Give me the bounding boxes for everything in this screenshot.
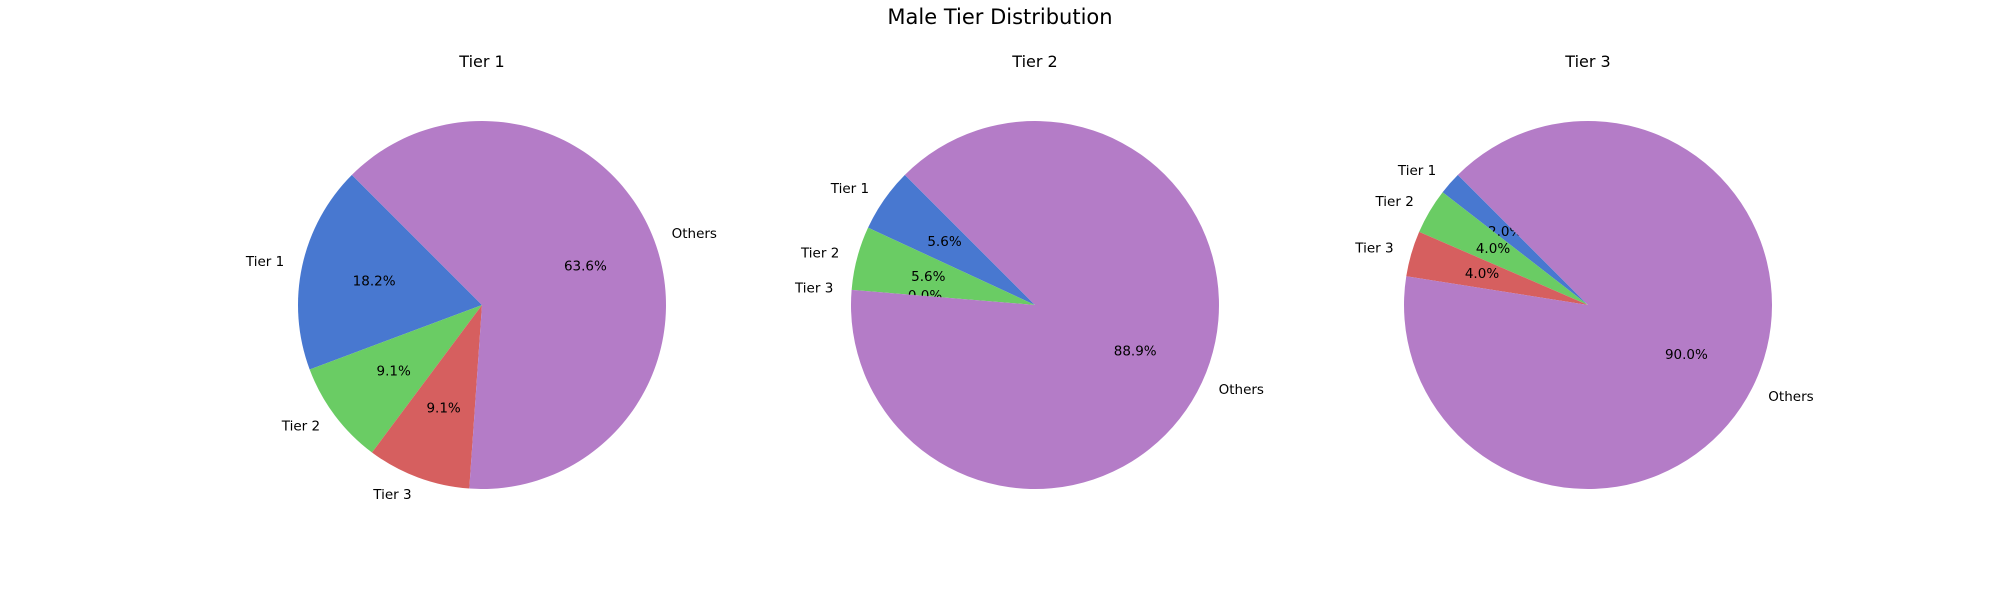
slice-category-label: Others	[1768, 389, 1813, 405]
slice-percent-label: 9.1%	[426, 401, 460, 417]
pie-slice-tier-2	[851, 227, 1035, 305]
slice-percent-label: 9.1%	[377, 363, 411, 379]
slice-percent-label: 18.2%	[353, 274, 396, 290]
slice-category-label: Tier 2	[281, 419, 320, 435]
pie-slice-others	[1404, 120, 1773, 489]
pie-slice-tier-1	[868, 174, 1035, 305]
pie-slice-tier-3	[371, 305, 482, 489]
slice-category-label: Tier 1	[830, 181, 869, 197]
slice-percent-label: 63.6%	[564, 258, 607, 274]
pie-title: Tier 2	[1011, 52, 1057, 71]
pie-slice-tier-2	[309, 305, 482, 453]
slice-percent-label: 5.6%	[927, 234, 961, 250]
pie-title: Tier 3	[1564, 52, 1610, 71]
pie-slice-others	[850, 120, 1219, 489]
pie-slice-tier-2	[1419, 192, 1588, 305]
pie-chart-1: Tier 1 Tier 1 18.2% Tier 2 9.1% Tier 3 9.1% Oth…	[245, 52, 717, 503]
slice-percent-label: 88.9%	[1114, 343, 1157, 359]
slice-category-label: Tier 3	[372, 487, 411, 503]
pie-slice-tier-3	[1406, 231, 1588, 305]
slice-category-label: Tier 1	[245, 254, 284, 270]
slice-category-label: Tier 1	[1397, 163, 1436, 179]
slice-percent-label: 5.6%	[911, 269, 945, 285]
slice-percent-label: 4.0%	[1476, 241, 1510, 257]
slice-category-label: Others	[1219, 382, 1264, 398]
pie-title: Tier 1	[458, 52, 504, 71]
pie-slice-others	[351, 120, 666, 489]
figure-title: Male Tier Distribution	[887, 5, 1113, 29]
pie-slice-tier-1	[1442, 174, 1588, 305]
slice-category-label: Tier 2	[800, 245, 839, 261]
slice-category-label: Tier 2	[1374, 194, 1413, 210]
slice-category-label: Tier 3	[1354, 241, 1393, 257]
slice-percent-label: 90.0%	[1665, 347, 1708, 363]
slice-category-label: Others	[672, 226, 717, 242]
slice-category-label: Tier 3	[794, 280, 833, 296]
pie-slice-tier-1	[297, 174, 482, 370]
slice-percent-label: 4.0%	[1465, 266, 1499, 282]
